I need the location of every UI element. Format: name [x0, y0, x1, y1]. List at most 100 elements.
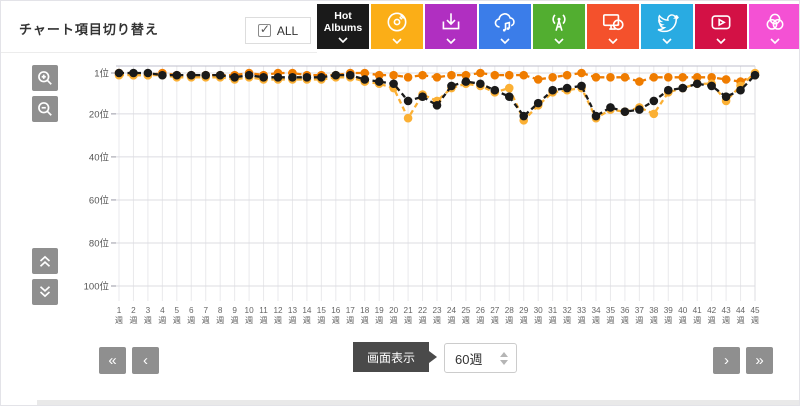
orange-dashed-series-point[interactable] — [504, 70, 514, 80]
stepper-up-icon[interactable] — [500, 351, 508, 357]
orange-dashed-series-point[interactable] — [432, 73, 442, 82]
stepper-arrows[interactable] — [500, 351, 516, 365]
black-series-point[interactable] — [273, 73, 283, 82]
orange-dashed-series-point[interactable] — [389, 70, 398, 80]
black-series-point[interactable] — [201, 70, 211, 80]
black-series-point[interactable] — [461, 77, 471, 86]
orange-dashed-series-point[interactable] — [591, 73, 601, 82]
black-series-point[interactable] — [649, 96, 659, 106]
black-series-point[interactable] — [635, 105, 644, 114]
zoom-out-button[interactable] — [32, 96, 58, 122]
orange-dashed-series-point[interactable] — [721, 75, 731, 84]
orange-dashed-series-point[interactable] — [678, 73, 688, 82]
black-series-point[interactable] — [403, 96, 413, 106]
scroll-down-button[interactable] — [32, 279, 58, 305]
amber-series-point[interactable] — [504, 83, 514, 93]
black-series-point[interactable] — [721, 92, 731, 101]
orange-dashed-series-point[interactable] — [461, 70, 471, 80]
black-series-point[interactable] — [418, 92, 427, 101]
pager-prev-button[interactable]: ‹ — [132, 347, 159, 374]
metric-button-youtube[interactable] — [695, 4, 747, 49]
orange-dashed-series-point[interactable] — [447, 70, 456, 80]
black-series-point[interactable] — [476, 79, 485, 89]
orange-dashed-series-point[interactable] — [360, 68, 370, 78]
black-series-point[interactable] — [244, 70, 254, 80]
black-series-point[interactable] — [172, 70, 182, 80]
black-series-point[interactable] — [447, 81, 456, 91]
orange-dashed-series-point[interactable] — [577, 68, 586, 78]
metric-button-cd-sales[interactable] — [371, 4, 423, 49]
amber-series-point[interactable] — [403, 113, 413, 123]
orange-dashed-series-point[interactable] — [533, 75, 543, 84]
black-series-point[interactable] — [591, 111, 601, 121]
metric-button-download[interactable] — [425, 4, 477, 49]
all-toggle[interactable]: ALL — [245, 17, 311, 44]
black-series-point[interactable] — [504, 92, 514, 101]
black-series-point[interactable] — [259, 73, 268, 82]
orange-dashed-series-point[interactable] — [649, 73, 659, 82]
orange-dashed-series-point[interactable] — [620, 73, 630, 82]
orange-dashed-series-point[interactable] — [490, 70, 500, 80]
zoom-in-button[interactable] — [32, 65, 58, 91]
scroll-up-button[interactable] — [32, 248, 58, 274]
black-series-point[interactable] — [302, 73, 312, 82]
black-series-point[interactable] — [620, 107, 630, 117]
black-series-point[interactable] — [230, 73, 239, 82]
metric-button-lookup[interactable] — [749, 4, 799, 49]
black-series-point[interactable] — [736, 85, 745, 95]
black-series-point[interactable] — [114, 68, 124, 78]
orange-dashed-series-point[interactable] — [663, 73, 673, 82]
black-series-point[interactable] — [345, 70, 355, 80]
black-series-point[interactable] — [750, 70, 760, 80]
black-series-point[interactable] — [548, 85, 557, 95]
metric-button-video[interactable] — [587, 4, 639, 49]
black-series-point[interactable] — [707, 81, 716, 91]
chart-canvas[interactable]: 1位 20位 40位 60位 80位 100位 1 週 2 週 3 週 4 週 5 週 6 週 7 週 8 週 9 週 10 週 1… — [61, 57, 761, 337]
metric-button-twitter[interactable] — [641, 4, 693, 49]
black-series-point[interactable] — [692, 79, 702, 89]
black-series-point[interactable] — [288, 73, 297, 82]
black-series-point[interactable] — [562, 83, 572, 93]
metric-button-streaming[interactable] — [479, 4, 531, 49]
black-series-point[interactable] — [389, 79, 398, 89]
black-series-point[interactable] — [533, 98, 543, 108]
black-series-point[interactable] — [158, 70, 167, 80]
black-series-point[interactable] — [129, 68, 138, 78]
orange-dashed-series-point[interactable] — [635, 77, 644, 86]
orange-dashed-series-point[interactable] — [692, 73, 702, 82]
orange-dashed-series-point[interactable] — [476, 68, 485, 78]
all-checkbox[interactable] — [257, 22, 271, 37]
orange-dashed-series-point[interactable] — [519, 70, 529, 80]
black-series-point[interactable] — [519, 111, 529, 121]
black-series-point[interactable] — [663, 85, 673, 95]
weeks-range-input[interactable]: 60週 — [444, 343, 517, 373]
orange-dashed-series-point[interactable] — [418, 70, 427, 80]
black-series-point[interactable] — [374, 77, 384, 86]
display-range-button[interactable]: 画面表示 — [353, 342, 429, 372]
pager-last-button[interactable]: » — [746, 347, 773, 374]
black-series-point[interactable] — [606, 103, 615, 112]
black-series-point[interactable] — [215, 70, 225, 80]
orange-dashed-series-point[interactable] — [562, 70, 572, 80]
orange-dashed-series-point[interactable] — [548, 73, 557, 82]
orange-dashed-series-point[interactable] — [606, 73, 615, 82]
amber-series-point[interactable] — [649, 109, 659, 119]
orange-dashed-series-point[interactable] — [403, 73, 413, 82]
orange-dashed-series-point[interactable] — [374, 70, 384, 80]
black-series-point[interactable] — [331, 70, 341, 80]
black-series-point[interactable] — [577, 81, 586, 91]
black-series-point[interactable] — [490, 85, 500, 95]
pager-next-button[interactable]: › — [713, 347, 740, 374]
black-series-point[interactable] — [678, 83, 688, 93]
rank-chart[interactable]: 1位 20位 40位 60位 80位 100位 1 週 2 週 3 週 4 週 5 週 6 週 7 週 8 週 9 週 10 週 1… — [61, 57, 761, 337]
orange-dashed-series-point[interactable] — [707, 73, 716, 82]
metric-button-hot-albums[interactable]: Hot Albums — [317, 4, 369, 49]
pager-first-button[interactable]: « — [99, 347, 126, 374]
black-series-point[interactable] — [317, 73, 326, 82]
black-series-point[interactable] — [432, 100, 442, 110]
black-series-point[interactable] — [360, 75, 370, 84]
metric-button-radio[interactable] — [533, 4, 585, 49]
stepper-down-icon[interactable] — [500, 359, 508, 365]
black-series-point[interactable] — [143, 68, 153, 78]
black-series-point[interactable] — [186, 70, 196, 80]
